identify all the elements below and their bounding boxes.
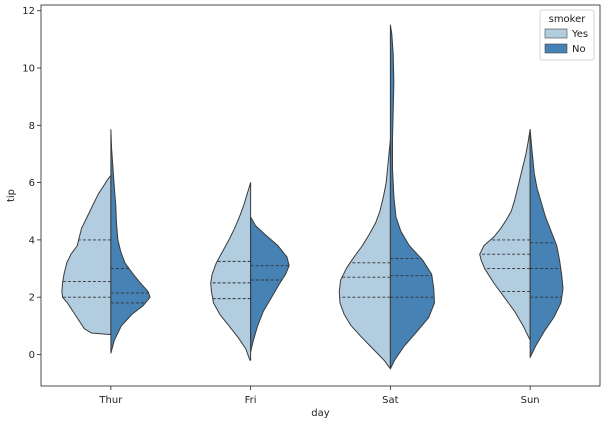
legend-title: smoker	[549, 14, 587, 25]
violin-yes-sun	[479, 129, 531, 341]
violin-no-sat	[389, 24, 435, 370]
legend-swatch-yes	[544, 28, 568, 39]
violin-yes-thur	[61, 174, 112, 335]
violin-no-fri	[250, 216, 290, 353]
x-axis: Thur Fri Sat Sun	[98, 386, 540, 406]
y-tick-label: 4	[29, 235, 35, 246]
violin-no-thur	[110, 129, 151, 354]
plot-frame	[40, 4, 601, 387]
violin-yes-sat	[338, 139, 391, 370]
legend-label-no: No	[572, 44, 586, 55]
legend-swatch-no	[544, 43, 568, 54]
y-axis: 0 2 4 6 8 10 12	[22, 6, 41, 361]
y-tick-label: 12	[22, 6, 35, 17]
y-tick-label: 2	[29, 293, 35, 304]
x-tick-label: Thur	[98, 395, 123, 406]
y-tick-label: 10	[22, 64, 35, 75]
quartile-lines-layer	[62, 239, 562, 304]
x-axis-label: day	[311, 408, 329, 419]
y-tick-label: 6	[29, 178, 35, 189]
x-tick-label: Sat	[382, 395, 398, 406]
legend: smoker Yes No	[539, 9, 595, 61]
violin-yes-fri	[210, 182, 252, 361]
violin-no-sun	[529, 129, 564, 358]
y-axis-label: tip	[6, 189, 17, 202]
x-tick-label: Sun	[521, 395, 540, 406]
x-tick-label: Fri	[245, 395, 257, 406]
violin-layer	[61, 24, 564, 370]
y-tick-label: 8	[29, 121, 35, 132]
y-tick-label: 0	[29, 350, 35, 361]
legend-label-yes: Yes	[571, 29, 588, 40]
